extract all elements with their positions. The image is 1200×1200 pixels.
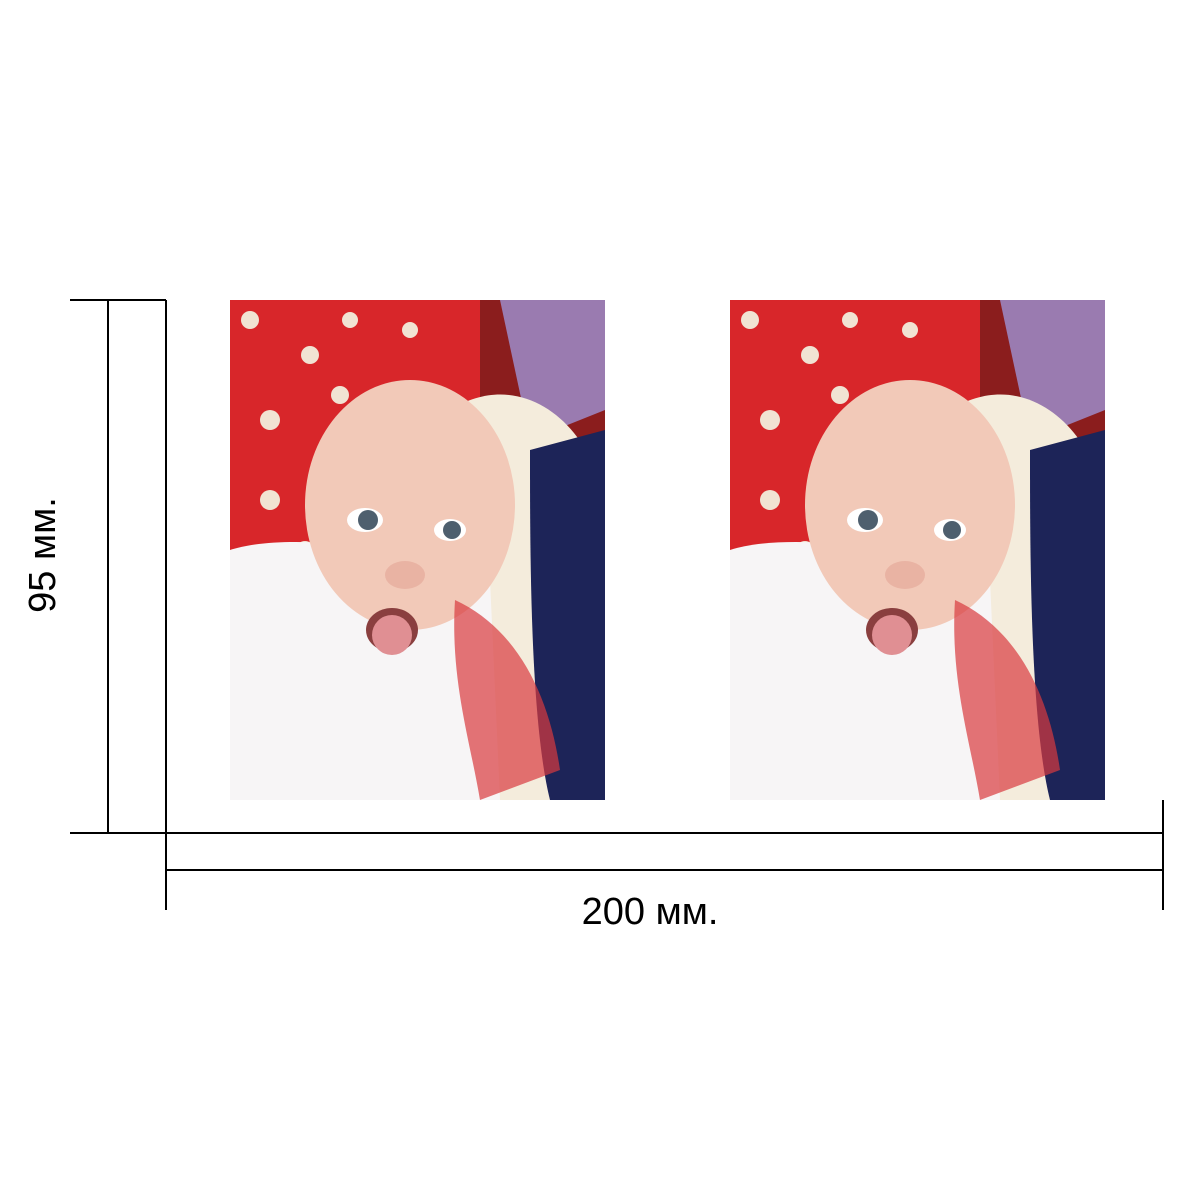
height-dimension-label: 95 мм.	[22, 497, 64, 613]
baby-photo	[230, 300, 605, 800]
photo-left	[230, 300, 605, 800]
baby-photo	[730, 300, 1105, 800]
width-dimension-label: 200 мм.	[581, 891, 719, 933]
photo-right	[730, 300, 1105, 800]
